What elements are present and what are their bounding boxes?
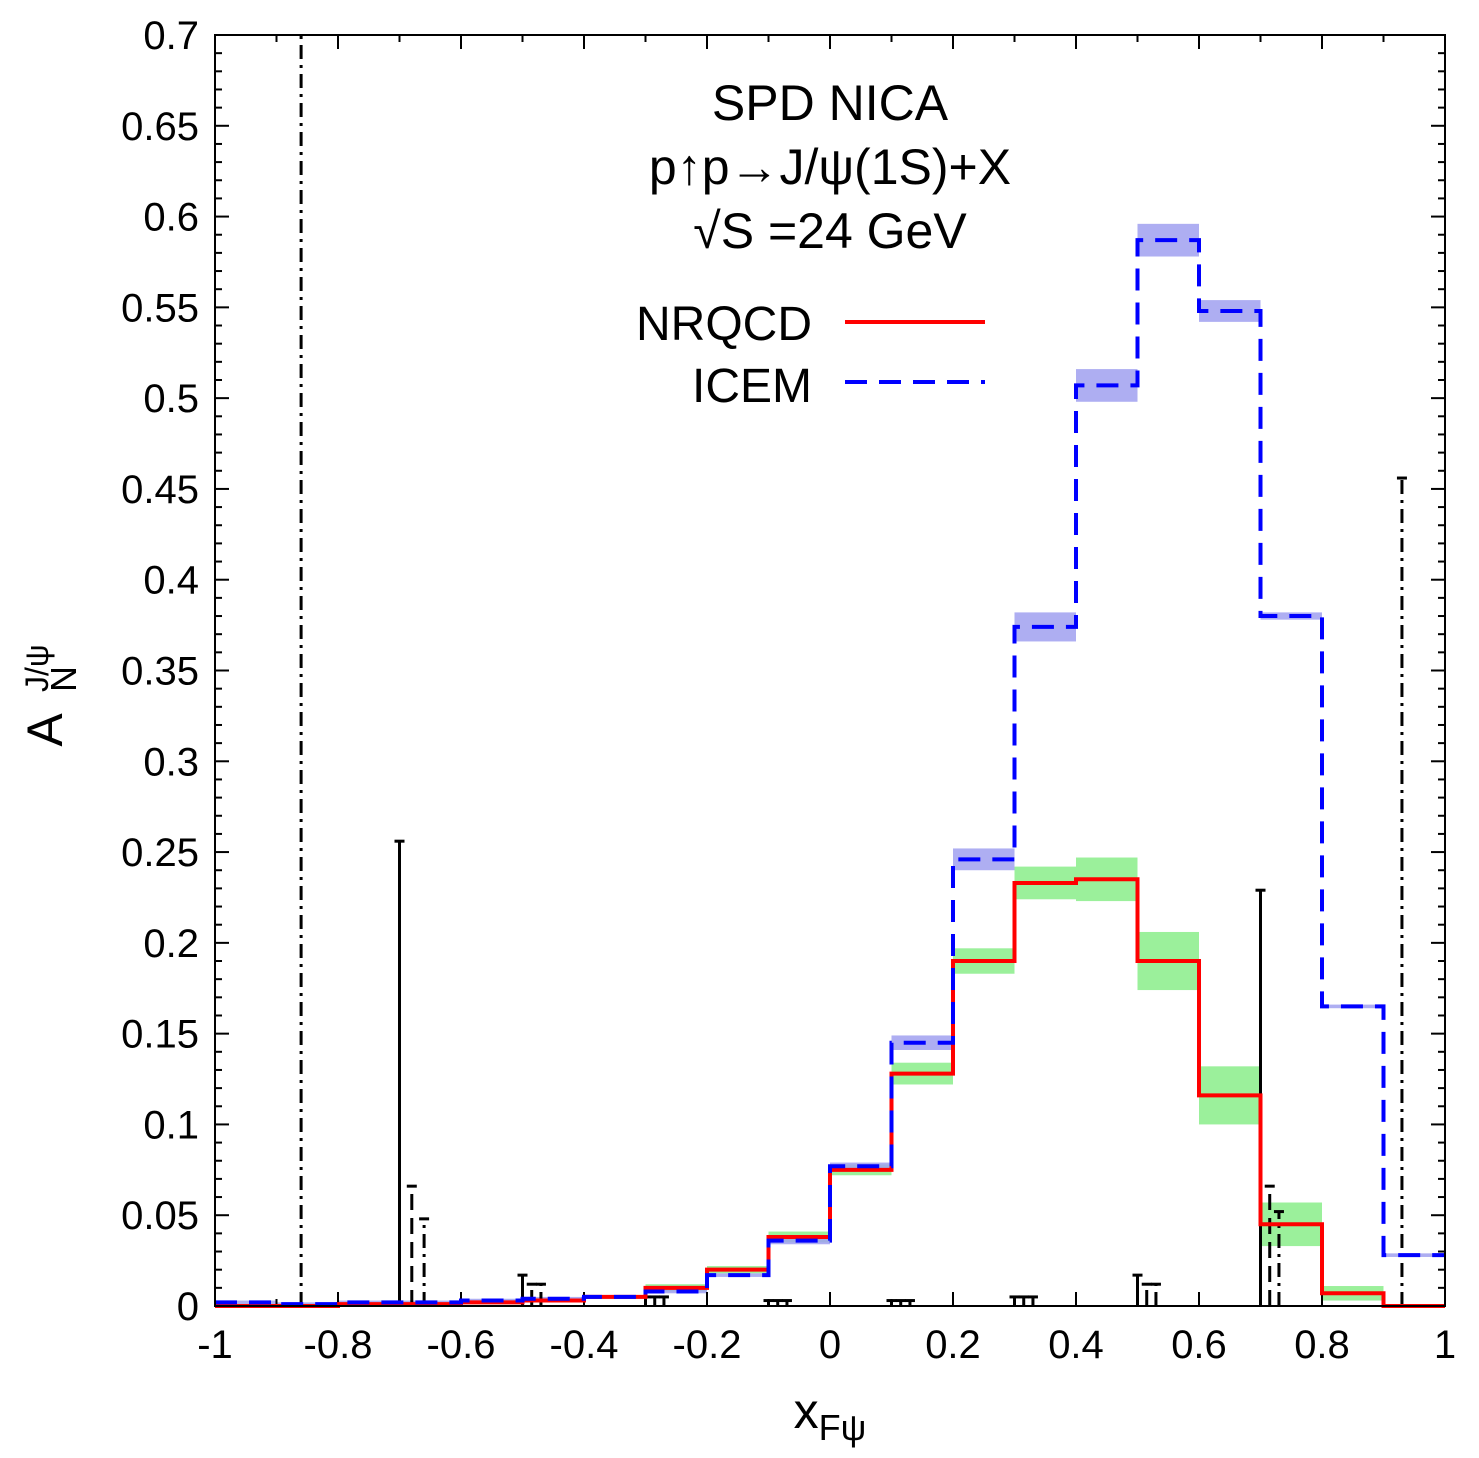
y-axis-label-main: A bbox=[17, 713, 73, 747]
plot-frame bbox=[214, 34, 1446, 1307]
y-tick-label: 0.15 bbox=[121, 1013, 199, 1057]
title-line-1: SPD NICA bbox=[712, 75, 949, 131]
y-axis-label: A N J/ψ bbox=[17, 644, 84, 746]
x-tick-label: 1 bbox=[1434, 1323, 1456, 1367]
y-tick-label: 0.25 bbox=[121, 831, 199, 875]
x-tick-label: -0.8 bbox=[304, 1323, 373, 1367]
y-axis-label-sup: J/ψ bbox=[19, 644, 55, 692]
x-tick-label: 0.2 bbox=[925, 1323, 981, 1367]
title-line-3: √S =24 GeV bbox=[693, 203, 967, 259]
x-tick-label: 0.4 bbox=[1048, 1323, 1104, 1367]
y-tick-label: 0.1 bbox=[143, 1103, 199, 1147]
legend-label-icem: ICEM bbox=[692, 360, 812, 413]
band-icem-bin-12 bbox=[953, 848, 1015, 871]
x-tick-label: -1 bbox=[197, 1323, 233, 1367]
axis-ticks bbox=[214, 34, 1446, 1307]
x-tick-label: -0.4 bbox=[550, 1323, 619, 1367]
y-tick-label: 0.55 bbox=[121, 286, 199, 330]
y-tick-label: 0.7 bbox=[143, 14, 199, 58]
band-icem-bin-7 bbox=[645, 1289, 707, 1294]
x-tick-label: -0.6 bbox=[427, 1323, 496, 1367]
series-line-nrqcd bbox=[215, 877, 1445, 1308]
x-tick-label: -0.2 bbox=[673, 1323, 742, 1367]
title-line-2: p↑p→J/ψ(1S)+X bbox=[649, 139, 1011, 195]
x-tick-label: 0.6 bbox=[1171, 1323, 1227, 1367]
band-icem-bin-0 bbox=[215, 1300, 277, 1305]
x-axis-label-sub: Fψ bbox=[819, 1407, 867, 1448]
y-tick-label: 0.4 bbox=[143, 559, 199, 603]
error-bars bbox=[299, 35, 1407, 1306]
x-tick-label: 0.8 bbox=[1294, 1323, 1350, 1367]
y-tick-label: 0.65 bbox=[121, 105, 199, 149]
x-axis-label-main: x bbox=[794, 1383, 819, 1439]
y-tick-labels: 0 0.05 0.1 0.15 0.2 0.25 0.3 0.35 0.4 0.45 0.5 0.55… bbox=[121, 14, 199, 1329]
series-line-icem bbox=[215, 238, 1445, 1307]
x-tick-label: 0 bbox=[819, 1323, 841, 1367]
y-axis-label-sub: N bbox=[43, 666, 84, 692]
y-tick-label: 0.6 bbox=[143, 196, 199, 240]
legend-label-nrqcd: NRQCD bbox=[636, 298, 812, 351]
y-tick-label: 0.05 bbox=[121, 1194, 199, 1238]
x-axis-label: xFψ bbox=[794, 1383, 867, 1448]
y-tick-label: 0.35 bbox=[121, 650, 199, 694]
y-tick-label: 0.2 bbox=[143, 922, 199, 966]
y-tick-label: 0 bbox=[177, 1285, 199, 1329]
chart-title: SPD NICA p↑p→J/ψ(1S)+X √S =24 GeV bbox=[649, 75, 1011, 259]
y-tick-label: 0.45 bbox=[121, 468, 199, 512]
legend: NRQCD ICEM bbox=[636, 298, 985, 413]
y-tick-label: 0.5 bbox=[143, 377, 199, 421]
series-lines bbox=[215, 238, 1445, 1308]
y-tick-label: 0.3 bbox=[143, 740, 199, 784]
x-tick-labels: -1 -0.8 -0.6 -0.4 -0.2 0 0.2 0.4 0.6 0.8 1 bbox=[197, 1323, 1456, 1367]
